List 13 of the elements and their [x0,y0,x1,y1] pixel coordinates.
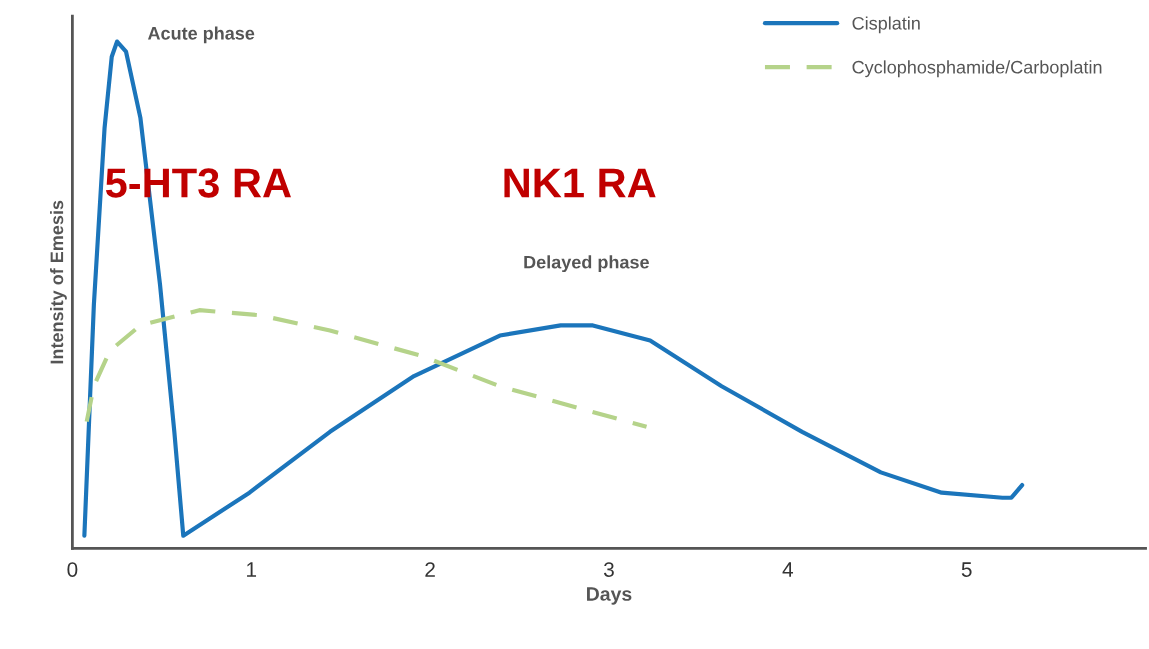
x-tick-label: 1 [247,562,257,577]
annotation: Acute phase [147,26,255,44]
x-tick-label: 2 [425,562,435,577]
x-tick-label: 5 [961,562,972,577]
x-tick-label: 3 [603,562,614,577]
annotation: Delayed phase [524,255,649,273]
legend-label: Cyclophosphamide/Carboplatin [852,60,1102,78]
y-axis-title: Intensity of Emesis [50,200,67,364]
annotation: NK1 RA [504,168,656,198]
x-tick-label: 0 [67,562,78,577]
x-tick-label: 4 [782,562,794,577]
legend-label: Cisplatin [852,16,920,34]
x-axis-title: Days [587,587,632,605]
